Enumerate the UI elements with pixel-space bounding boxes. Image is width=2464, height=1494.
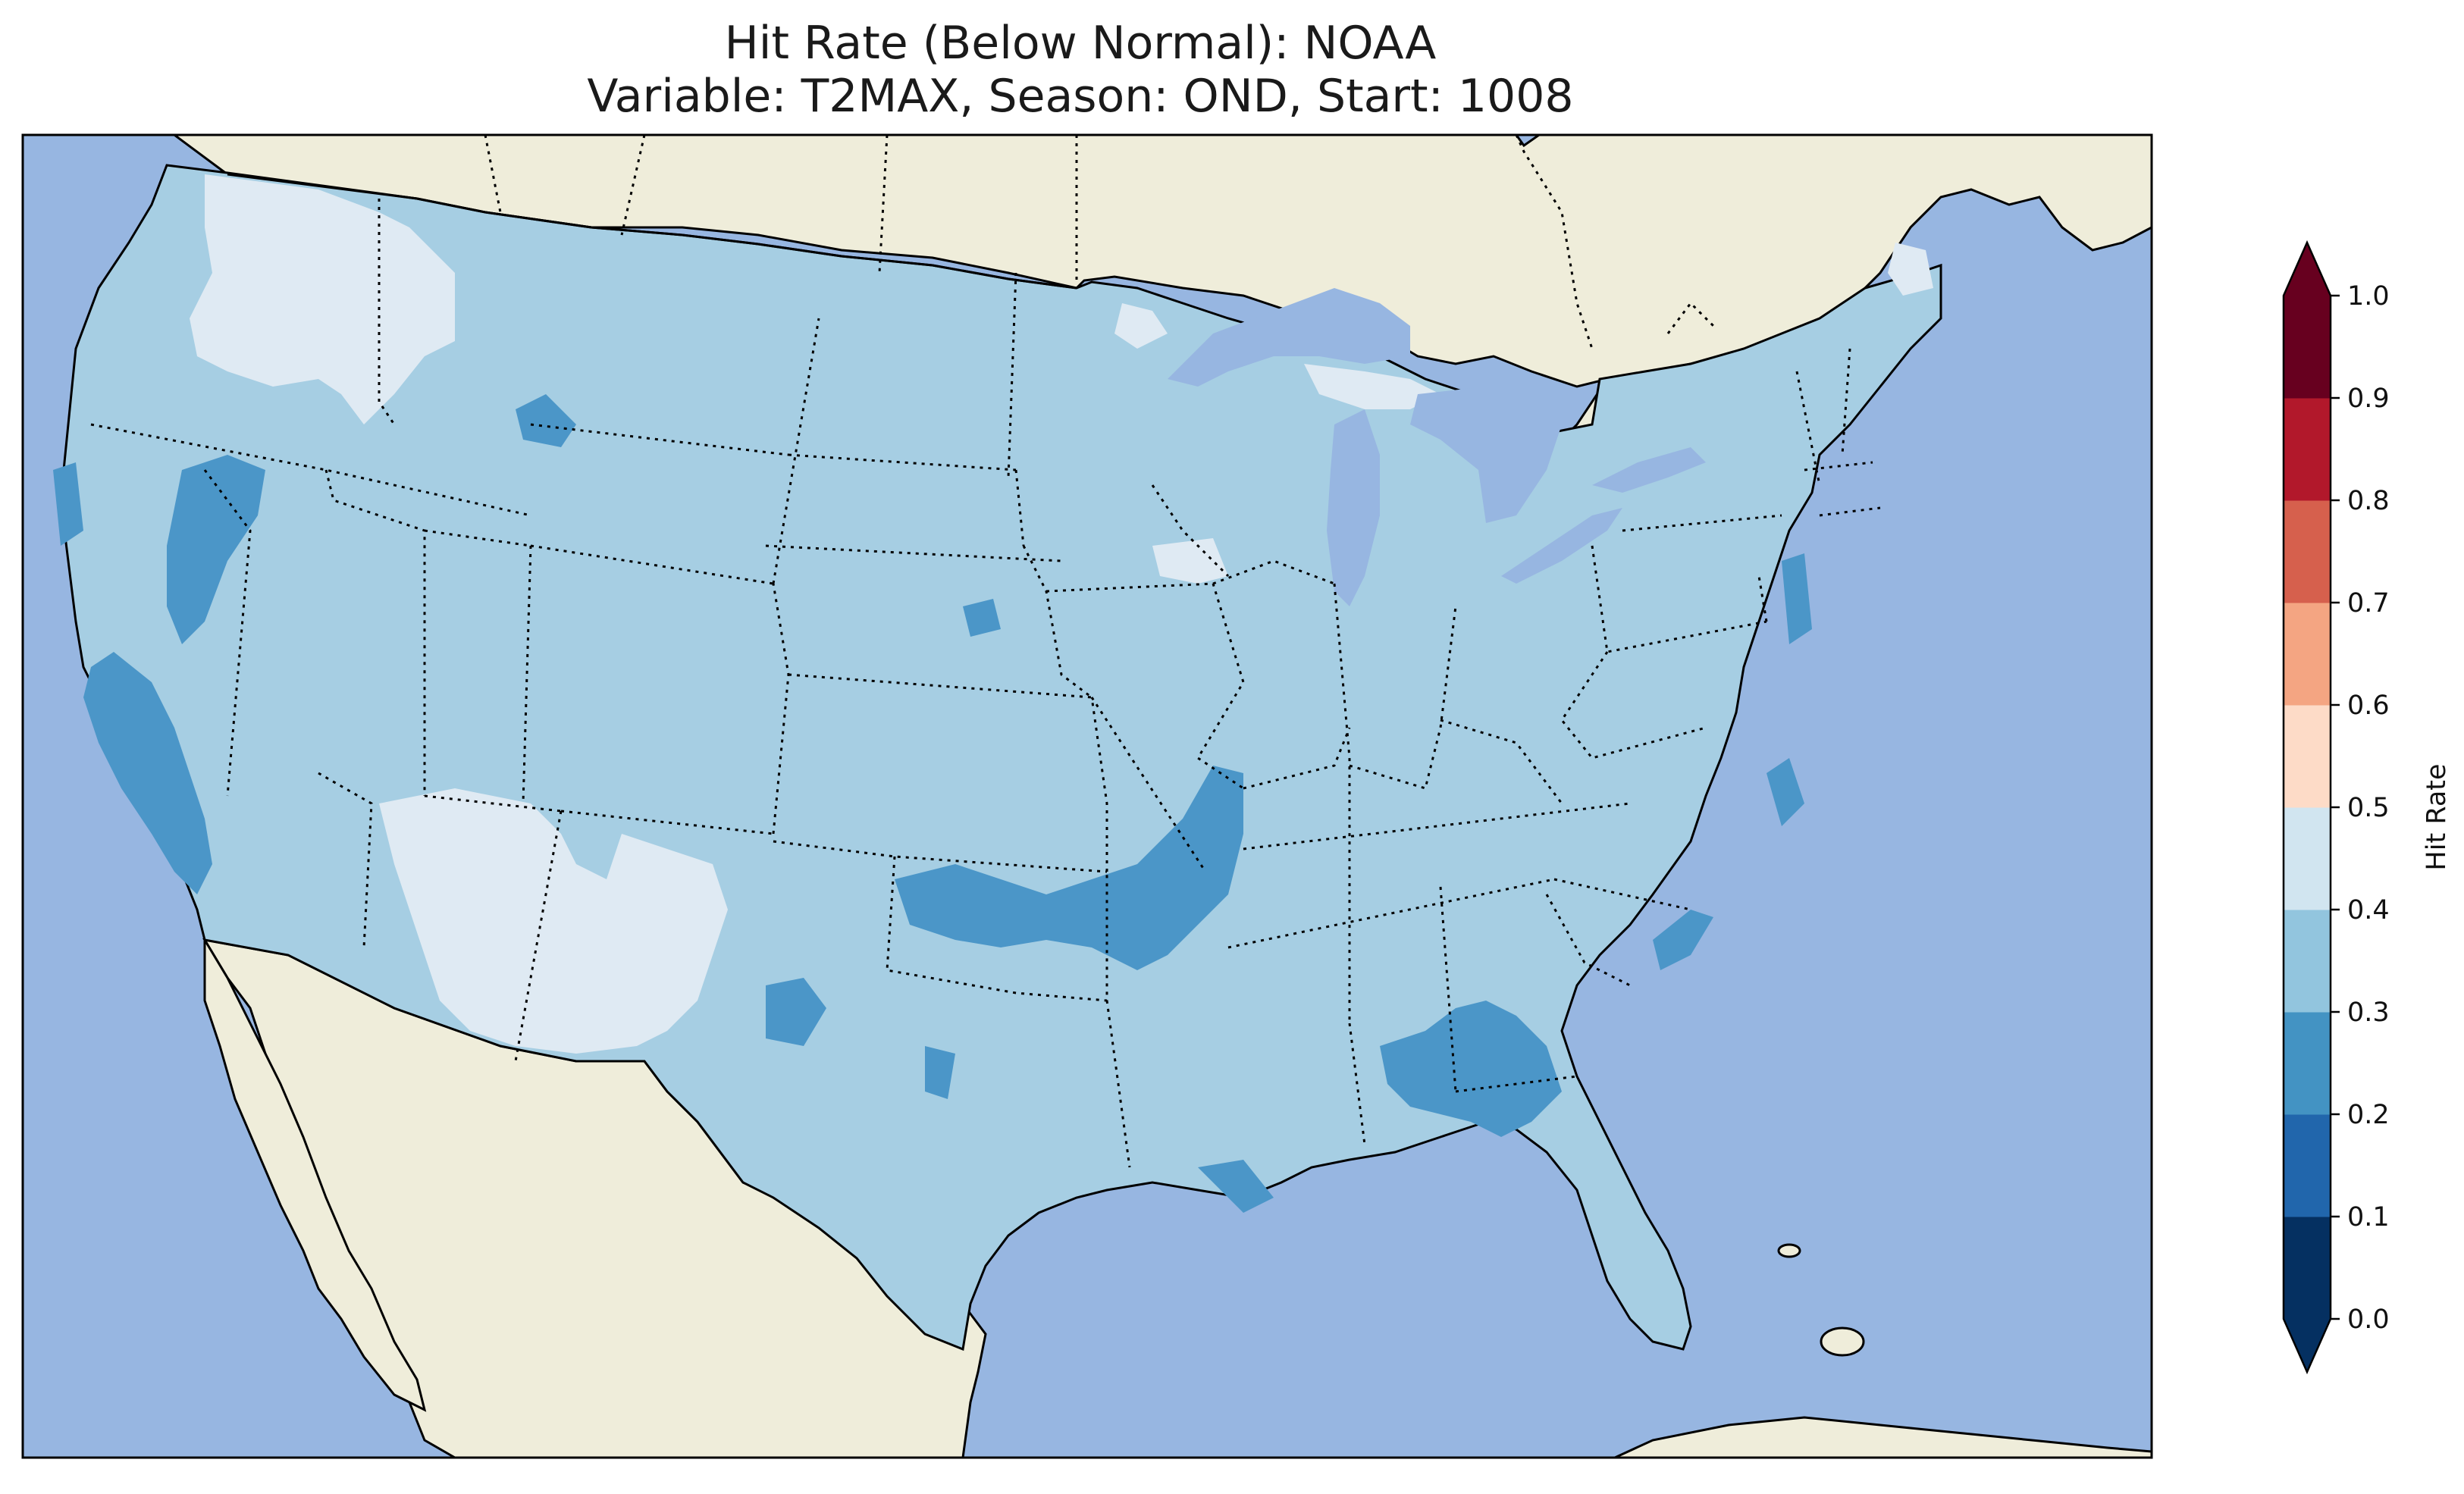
heatmap-band-0.2-0.3 [963, 599, 1001, 637]
lake-ontario [1592, 447, 1706, 493]
map-title-line1: Hit Rate (Below Normal): NOAA [724, 17, 1437, 70]
baja-land [203, 935, 427, 1412]
colorbar-tick-label: 0.6 [2347, 691, 2390, 721]
heatmap-band-0.2-0.3 [925, 1046, 955, 1099]
colorbar-tick-label: 0.0 [2347, 1305, 2390, 1335]
colorbar-segment [2284, 603, 2331, 706]
lake-erie [1501, 508, 1622, 584]
heatmap-band-0.2-0.3 [167, 455, 265, 644]
lake-superior [1168, 288, 1410, 387]
heatmap-band-0.2-0.3 [516, 394, 576, 447]
colorbar-ticks: 0.0 0.1 0.2 0.3 0.4 0.5 0.6 0.7 0.8 0.9 1.0 [2331, 281, 2390, 1335]
colorbar-segment [2284, 398, 2331, 501]
bahamas-island [1777, 1243, 1801, 1258]
colorbar-tick-label: 0.9 [2347, 384, 2390, 414]
heatmap-band-0.4-0.5 [1114, 303, 1168, 349]
colorbar-segment [2284, 910, 2331, 1013]
colorbar-extend-bottom [2284, 1319, 2331, 1372]
heatmap-band-0.2-0.3 [53, 462, 83, 546]
colorbar-tick-label: 0.1 [2347, 1202, 2390, 1232]
colorbar-outline [2282, 240, 2332, 1375]
heatmap-band-0.2-0.3 [895, 766, 1243, 970]
colorbar: 0.0 0.1 0.2 0.3 0.4 0.5 0.6 0.7 0.8 0.9 1.0 Hit Ra… [2282, 240, 2452, 1375]
heatmap-patches [53, 174, 1933, 1213]
colorbar-tick-label: 1.0 [2347, 281, 2390, 312]
heatmap-band-0.4-0.5 [190, 174, 455, 424]
colorbar-label: Hit Rate [2422, 763, 2452, 870]
colorbar-segments [2284, 296, 2331, 1320]
canada-borders [484, 135, 1715, 349]
heatmap-band-0.2-0.3 [1198, 1160, 1274, 1213]
heatmap-band-0.4-0.5 [1304, 364, 1440, 409]
map-area [23, 135, 2152, 1458]
heatmap-band-0.2-0.3 [1782, 553, 1812, 644]
bahamas-island [1820, 1326, 1865, 1357]
heatmap-band-0.2-0.3 [766, 978, 826, 1046]
map-frame [21, 133, 2153, 1459]
lake-michigan [1327, 409, 1380, 606]
lake-huron [1410, 387, 1562, 523]
colorbar-segment [2284, 705, 2331, 808]
heatmap-band-0.2-0.3 [1766, 758, 1804, 826]
heatmap-band-0.2-0.3 [1653, 910, 1713, 970]
great-lakes [1168, 288, 1706, 606]
colorbar-tick-label: 0.8 [2347, 486, 2390, 516]
colorbar-segment [2284, 807, 2331, 910]
colorbar-segment [2284, 1012, 2331, 1115]
map-title-line2: Variable: T2MAX, Season: OND, Start: 100… [587, 70, 1574, 123]
heatmap-band-0.4-0.5 [1888, 243, 1933, 296]
colorbar-segment [2284, 500, 2331, 603]
heatmap-band-0.4-0.5 [379, 788, 728, 1054]
heatmap-band-0.4-0.5 [1152, 538, 1228, 584]
colorbar-extend-top [2284, 243, 2331, 296]
state-borders [90, 199, 1881, 1168]
colorbar-tick-label: 0.3 [2347, 998, 2390, 1028]
colorbar-tick-label: 0.5 [2347, 793, 2390, 823]
colorbar-segment [2284, 1114, 2331, 1217]
colorbar-segment [2284, 1217, 2331, 1320]
heatmap-band-0.2-0.3 [83, 652, 212, 894]
colorbar-tick-label: 0.7 [2347, 588, 2390, 619]
us-canada-border [227, 173, 1077, 290]
cuba-land [1614, 1416, 2152, 1458]
colorbar-tick-label: 0.2 [2347, 1100, 2390, 1130]
colorbar-tick-label: 0.4 [2347, 895, 2390, 926]
heatmap-band-0.2-0.3 [1380, 1001, 1562, 1137]
colorbar-segment [2284, 296, 2331, 399]
